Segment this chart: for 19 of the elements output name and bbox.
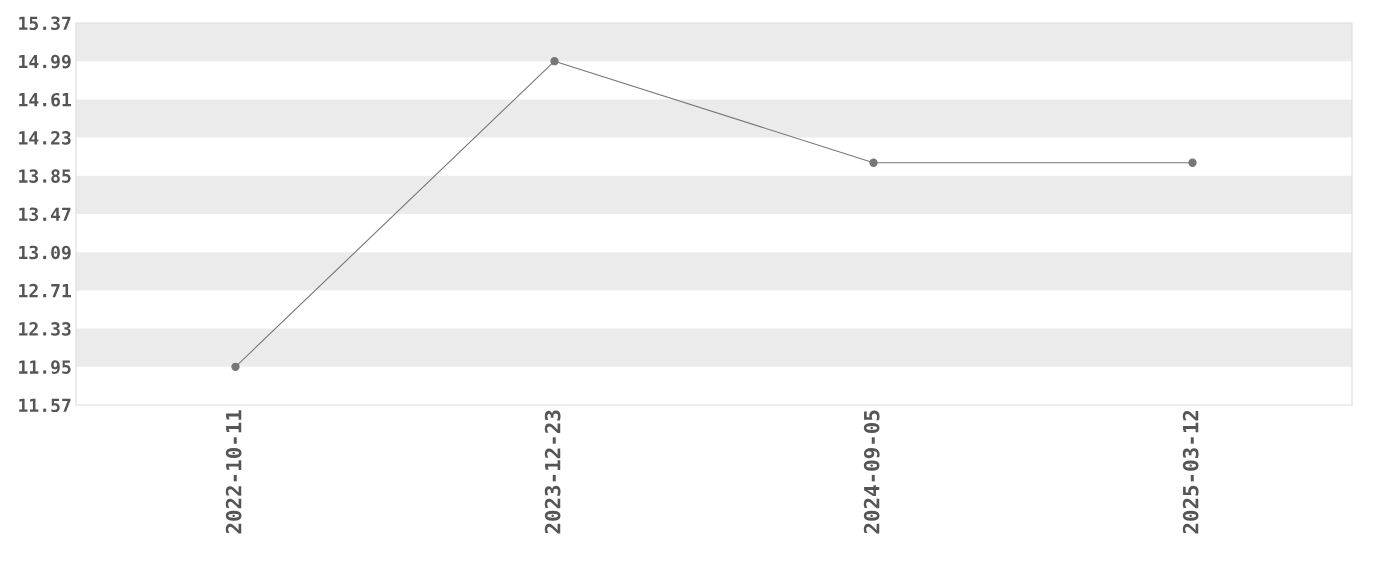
x-tick-label: 2025-03-12 [1182, 410, 1199, 534]
y-tick-label: 13.09 [19, 245, 71, 260]
x-tick-label: 2023-12-23 [544, 410, 561, 534]
y-tick-label: 11.95 [19, 360, 71, 374]
point [231, 362, 240, 371]
y-tick-label: 11.57 [19, 398, 71, 413]
y-tick-label: 14.61 [19, 92, 71, 107]
x-tick-label: 2022-10-11 [225, 410, 242, 534]
y-tick-label: 12.33 [19, 322, 71, 336]
point [550, 57, 559, 66]
y-tick-label: 15.37 [19, 16, 71, 31]
y-tick-label: 13.85 [19, 169, 71, 183]
y-tick-label: 14.23 [19, 131, 71, 145]
point [1188, 158, 1197, 167]
y-tick-label: 14.99 [19, 54, 71, 69]
y-tick-label: 12.71 [19, 283, 71, 298]
y-tick-label: 13.47 [19, 207, 71, 222]
x-tick-label: 2024-09-05 [863, 410, 880, 534]
point [869, 158, 878, 167]
